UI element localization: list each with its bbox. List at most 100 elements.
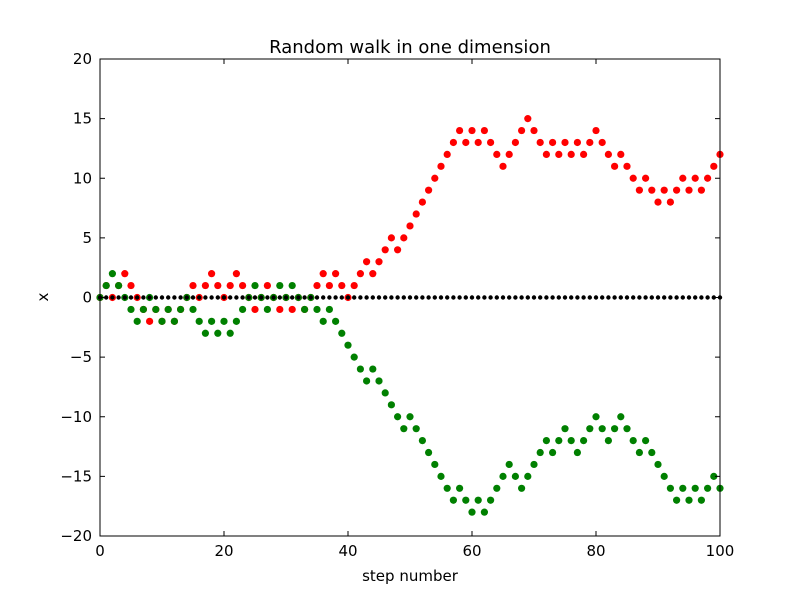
data-point (338, 329, 346, 337)
data-point (668, 295, 673, 300)
y-tick-label: 10 (73, 169, 92, 187)
data-point (232, 270, 240, 278)
data-point (581, 295, 586, 300)
x-tick-label: 80 (586, 542, 605, 560)
data-point (356, 270, 364, 278)
data-point (600, 295, 605, 300)
data-point (166, 295, 171, 300)
data-point (387, 234, 395, 242)
data-point (226, 329, 234, 337)
data-point (420, 295, 425, 300)
data-point (296, 295, 301, 300)
data-point (494, 295, 499, 300)
x-tick-label: 100 (706, 542, 735, 560)
data-point (451, 295, 456, 300)
data-point (189, 281, 197, 290)
data-point (276, 305, 284, 314)
data-point (536, 138, 544, 147)
data-point (587, 295, 592, 300)
data-point (556, 295, 561, 300)
data-point (375, 377, 383, 385)
data-point (325, 305, 333, 314)
data-point (505, 150, 513, 158)
data-point (623, 162, 631, 170)
data-point (530, 126, 538, 135)
data-point (332, 317, 340, 325)
data-point (654, 198, 662, 206)
data-point (513, 295, 518, 300)
data-point (110, 295, 115, 300)
data-point (332, 270, 340, 278)
data-point (666, 198, 675, 206)
y-tick-label: −15 (60, 467, 92, 485)
data-point (277, 295, 282, 300)
data-point (426, 295, 431, 300)
data-point (116, 295, 121, 300)
data-point (197, 295, 202, 300)
data-point (369, 270, 377, 278)
data-point (544, 295, 549, 300)
data-point (381, 389, 389, 397)
data-point (462, 138, 470, 147)
data-point (369, 365, 377, 373)
data-point (164, 305, 172, 314)
data-point (549, 138, 557, 147)
data-point (598, 138, 606, 147)
data-point (550, 295, 555, 300)
data-point (569, 295, 574, 300)
data-point (128, 295, 134, 300)
data-point (518, 484, 526, 492)
data-point (387, 401, 395, 409)
data-point (288, 281, 296, 290)
data-point (321, 295, 326, 300)
data-point (593, 295, 599, 300)
data-point (507, 295, 512, 300)
data-point (468, 508, 476, 516)
data-point (530, 460, 538, 469)
data-point (437, 162, 445, 170)
data-point (575, 295, 580, 300)
data-point (246, 295, 251, 300)
data-point (319, 270, 327, 278)
data-point (108, 270, 116, 278)
data-point (710, 472, 718, 480)
data-point (232, 317, 240, 325)
data-point (240, 295, 245, 300)
data-point (710, 162, 718, 170)
data-point (412, 425, 420, 433)
data-point (263, 281, 271, 290)
data-point (438, 295, 444, 300)
data-point (635, 186, 644, 194)
data-point (573, 448, 582, 457)
data-point (704, 484, 712, 492)
data-point (383, 295, 388, 300)
data-point (476, 295, 481, 300)
data-point (314, 295, 320, 300)
data-point (358, 295, 363, 300)
data-point (705, 295, 710, 300)
data-point (208, 317, 216, 325)
data-point (127, 281, 135, 290)
data-point (686, 295, 692, 300)
data-point (660, 186, 668, 194)
data-point (592, 126, 600, 135)
data-point (604, 150, 613, 158)
data-point (606, 295, 611, 300)
data-point (531, 295, 537, 300)
data-point (499, 162, 507, 170)
data-point (637, 295, 642, 300)
data-point (511, 138, 519, 147)
data-point (580, 150, 588, 158)
data-point (122, 295, 128, 300)
data-point (649, 295, 654, 300)
data-point (177, 305, 185, 314)
data-point (524, 115, 532, 123)
data-point (214, 329, 222, 337)
data-point (400, 234, 408, 242)
data-point (474, 496, 482, 504)
data-point (445, 295, 450, 300)
data-point (480, 508, 488, 516)
data-point (538, 295, 543, 300)
data-point (375, 258, 383, 266)
data-point (345, 295, 351, 300)
